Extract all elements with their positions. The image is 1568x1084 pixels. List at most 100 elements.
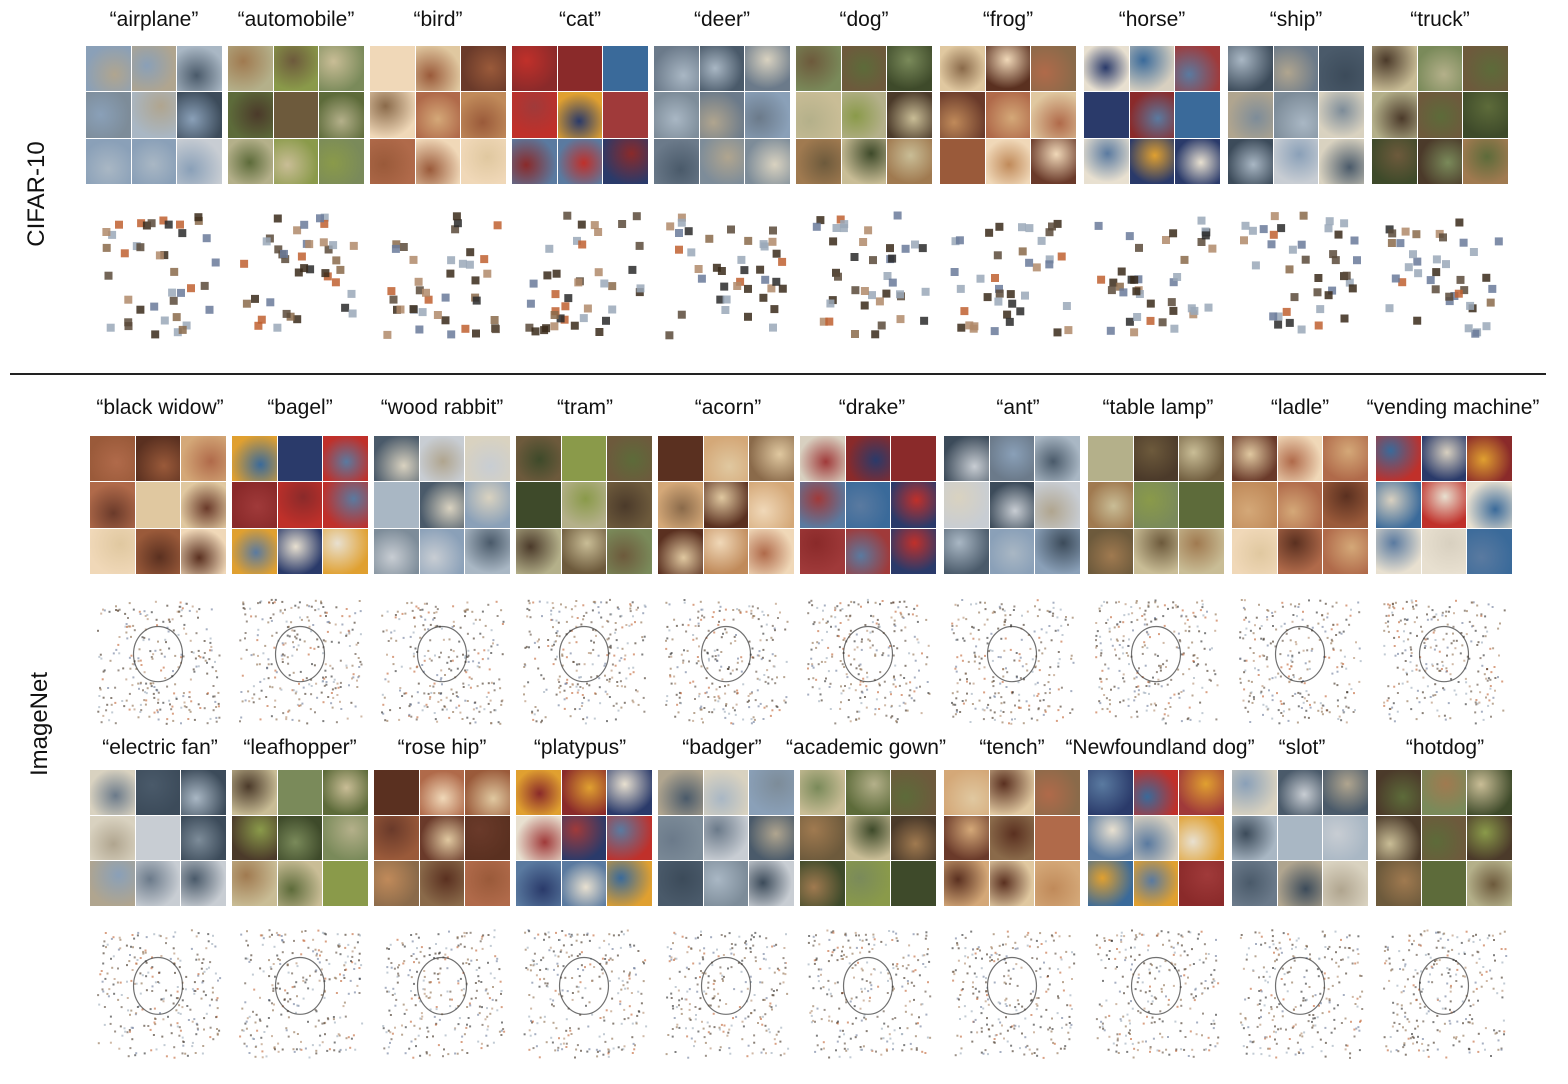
imagenet-class-label: “hotdog” xyxy=(1405,736,1485,759)
sample-image-tile xyxy=(1277,482,1323,528)
sample-image-tile xyxy=(323,482,368,528)
sample-image-tile xyxy=(607,815,652,861)
sample-image-tile xyxy=(1467,815,1512,861)
sample-image-tile xyxy=(1088,770,1133,815)
sample-image-tile xyxy=(135,770,181,815)
imagenet-sketch xyxy=(97,929,222,1059)
sample-image-tile xyxy=(887,92,932,138)
sample-image-tile xyxy=(370,92,415,138)
sample-image-tile xyxy=(181,436,226,482)
sample-image-tile xyxy=(461,138,506,184)
sample-image-tile xyxy=(131,92,177,138)
sample-image-tile xyxy=(319,46,364,92)
sample-image-tile xyxy=(745,46,790,92)
sample-image-tile xyxy=(1133,528,1179,574)
imagenet-sample-grid xyxy=(232,770,368,906)
sample-image-tile xyxy=(1372,46,1417,92)
sample-image-tile xyxy=(944,528,989,574)
sample-image-tile xyxy=(86,46,131,92)
sample-image-tile xyxy=(944,861,989,906)
imagenet-class-label: “table lamp” xyxy=(1102,396,1214,419)
cifar-class-label: “dog” xyxy=(839,8,889,31)
sample-image-tile xyxy=(891,815,936,861)
sample-image-tile xyxy=(177,46,222,92)
sample-image-tile xyxy=(323,815,368,861)
sample-image-tile xyxy=(374,861,419,906)
section-divider xyxy=(10,373,1546,375)
sample-image-tile xyxy=(703,436,749,482)
cifar-sketch xyxy=(1240,211,1361,334)
sample-image-tile xyxy=(516,528,561,574)
imagenet-sample-grid xyxy=(1232,770,1368,906)
imagenet-sample-grid xyxy=(944,770,1080,906)
imagenet-sketch xyxy=(523,929,648,1059)
sample-image-tile xyxy=(1232,436,1277,482)
imagenet-sample-grid xyxy=(516,770,652,906)
sample-image-tile xyxy=(1376,528,1421,574)
sample-image-tile xyxy=(989,861,1035,906)
imagenet-class-label: “badger” xyxy=(682,736,762,759)
cifar-sketch xyxy=(950,219,1073,337)
sample-image-tile xyxy=(516,815,561,861)
sample-image-tile xyxy=(1467,436,1512,482)
imagenet-sketch xyxy=(665,930,790,1059)
imagenet-class-label: “slot” xyxy=(1278,736,1326,759)
sample-image-tile xyxy=(232,528,277,574)
sample-image-tile xyxy=(90,770,135,815)
sample-image-tile xyxy=(1232,528,1277,574)
sample-image-tile xyxy=(1277,815,1323,861)
sample-image-tile xyxy=(181,482,226,528)
sample-image-tile xyxy=(181,528,226,574)
sample-image-tile xyxy=(1323,861,1368,906)
cifar-sample-grid xyxy=(1228,46,1364,184)
sample-image-tile xyxy=(465,482,510,528)
sample-image-tile xyxy=(703,770,749,815)
sample-image-tile xyxy=(1179,815,1224,861)
sample-image-tile xyxy=(370,46,415,92)
sample-image-tile xyxy=(516,482,561,528)
sample-image-tile xyxy=(1277,861,1323,906)
imagenet-class-label: “electric fan” xyxy=(102,736,218,759)
sample-image-tile xyxy=(1088,815,1133,861)
sample-image-tile xyxy=(232,482,277,528)
sample-image-tile xyxy=(891,861,936,906)
sample-image-tile xyxy=(845,861,891,906)
sample-image-tile xyxy=(749,482,794,528)
imagenet-sketch xyxy=(1239,599,1362,725)
sample-image-tile xyxy=(177,138,222,184)
sample-image-tile xyxy=(699,92,745,138)
sample-image-tile xyxy=(323,436,368,482)
sample-image-tile xyxy=(86,138,131,184)
sample-image-tile xyxy=(1319,92,1364,138)
imagenet-sketch xyxy=(1383,929,1508,1059)
sample-image-tile xyxy=(1129,46,1175,92)
sample-image-tile xyxy=(277,482,323,528)
sample-image-tile xyxy=(1179,861,1224,906)
imagenet-class-label: “vending machine” xyxy=(1366,396,1540,419)
sample-image-tile xyxy=(1228,92,1273,138)
imagenet-sketch xyxy=(1095,599,1219,725)
imagenet-class-label: “rose hip” xyxy=(397,736,487,759)
sample-image-tile xyxy=(1031,138,1076,184)
section-label-cifar: CIFAR-10 xyxy=(23,141,50,247)
sample-image-tile xyxy=(1467,770,1512,815)
sample-image-tile xyxy=(561,528,607,574)
sample-image-tile xyxy=(940,46,985,92)
sample-image-tile xyxy=(989,815,1035,861)
sample-image-tile xyxy=(603,92,648,138)
sample-image-tile xyxy=(1417,138,1463,184)
sample-image-tile xyxy=(985,46,1031,92)
imagenet-sample-grid xyxy=(944,436,1080,574)
sample-image-tile xyxy=(1417,46,1463,92)
sample-image-tile xyxy=(374,815,419,861)
imagenet-sketch xyxy=(951,599,1075,725)
sample-image-tile xyxy=(461,92,506,138)
sample-image-tile xyxy=(370,138,415,184)
sample-image-tile xyxy=(273,46,319,92)
sample-image-tile xyxy=(273,138,319,184)
sample-image-tile xyxy=(465,528,510,574)
sample-image-tile xyxy=(1467,528,1512,574)
imagenet-sketch xyxy=(951,930,1076,1059)
cifar-sample-grid xyxy=(86,46,222,184)
sample-image-tile xyxy=(1372,92,1417,138)
